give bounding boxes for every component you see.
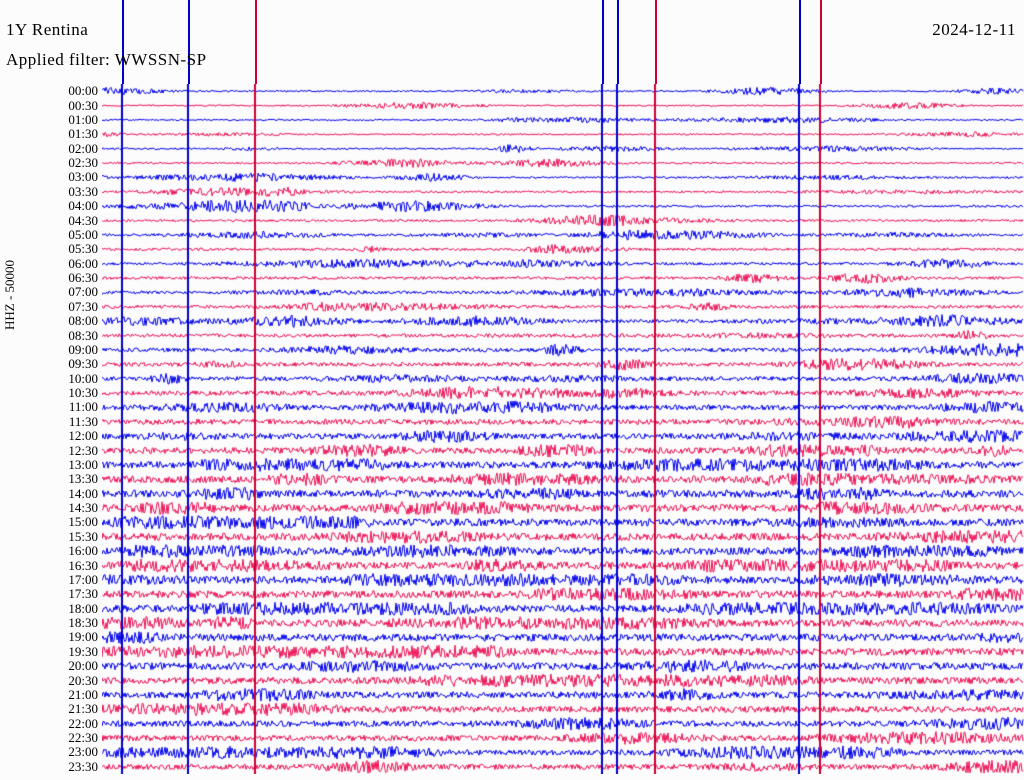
trace-plot-area[interactable]: [102, 84, 1024, 774]
yaxis-label: HHZ - 50000: [2, 310, 18, 330]
time-label-05-30: 05:30: [26, 242, 98, 255]
time-label-18-30: 18:30: [26, 616, 98, 629]
time-label-09-00: 09:00: [26, 343, 98, 356]
time-label-10-00: 10:00: [26, 372, 98, 385]
time-label-12-00: 12:00: [26, 429, 98, 442]
time-label-08-00: 08:00: [26, 314, 98, 327]
time-label-17-30: 17:30: [26, 587, 98, 600]
time-marker-line-0: [122, 0, 124, 84]
time-label-00-00: 00:00: [26, 84, 98, 97]
time-marker-line-3: [602, 0, 604, 84]
time-label-19-30: 19:30: [26, 645, 98, 658]
time-label-15-30: 15:30: [26, 530, 98, 543]
time-label-21-30: 21:30: [26, 702, 98, 715]
time-label-13-30: 13:30: [26, 472, 98, 485]
time-label-14-00: 14:00: [26, 487, 98, 500]
time-marker-line-2: [255, 0, 257, 84]
time-label-06-00: 06:00: [26, 257, 98, 270]
time-label-23-00: 23:00: [26, 745, 98, 758]
time-label-13-00: 13:00: [26, 458, 98, 471]
time-label-05-00: 05:00: [26, 228, 98, 241]
time-label-17-00: 17:00: [26, 573, 98, 586]
time-label-23-30: 23:30: [26, 760, 98, 773]
time-label-20-30: 20:30: [26, 674, 98, 687]
time-marker-line-5: [655, 0, 657, 84]
time-label-07-30: 07:30: [26, 300, 98, 313]
time-label-03-00: 03:00: [26, 170, 98, 183]
time-label-21-00: 21:00: [26, 688, 98, 701]
time-label-14-30: 14:30: [26, 501, 98, 514]
time-label-15-00: 15:00: [26, 515, 98, 528]
time-label-19-00: 19:00: [26, 630, 98, 643]
date-title: 2024-12-11: [932, 20, 1016, 40]
time-label-20-00: 20:00: [26, 659, 98, 672]
time-label-08-30: 08:30: [26, 329, 98, 342]
station-title: 1Y Rentina: [6, 20, 88, 40]
time-label-00-30: 00:30: [26, 99, 98, 112]
time-marker-line-7: [820, 0, 822, 84]
time-label-06-30: 06:30: [26, 271, 98, 284]
time-label-18-00: 18:00: [26, 602, 98, 615]
time-label-22-30: 22:30: [26, 731, 98, 744]
time-label-11-30: 11:30: [26, 415, 98, 428]
time-label-22-00: 22:00: [26, 717, 98, 730]
time-label-01-00: 01:00: [26, 113, 98, 126]
time-label-07-00: 07:00: [26, 285, 98, 298]
time-marker-line-4: [617, 0, 619, 84]
time-label-column: 00:00 00:30 01:00 01:30 02:00 02:30 03:00 03:30…: [26, 84, 98, 774]
time-marker-line-1: [188, 0, 190, 84]
helicorder-window: 1Y Rentina Applied filter: WWSSN-SP 2024…: [0, 0, 1024, 780]
time-label-04-00: 04:00: [26, 199, 98, 212]
time-label-02-00: 02:00: [26, 142, 98, 155]
time-label-01-30: 01:30: [26, 127, 98, 140]
time-marker-line-6: [799, 0, 801, 84]
time-label-12-30: 12:30: [26, 444, 98, 457]
time-label-09-30: 09:30: [26, 357, 98, 370]
time-label-03-30: 03:30: [26, 185, 98, 198]
time-label-16-30: 16:30: [26, 559, 98, 572]
time-label-02-30: 02:30: [26, 156, 98, 169]
time-label-10-30: 10:30: [26, 386, 98, 399]
time-label-11-00: 11:00: [26, 400, 98, 413]
seismic-trace-canvas[interactable]: [102, 84, 1024, 774]
filter-subtitle: Applied filter: WWSSN-SP: [6, 50, 207, 70]
time-label-16-00: 16:00: [26, 544, 98, 557]
time-label-04-30: 04:30: [26, 214, 98, 227]
